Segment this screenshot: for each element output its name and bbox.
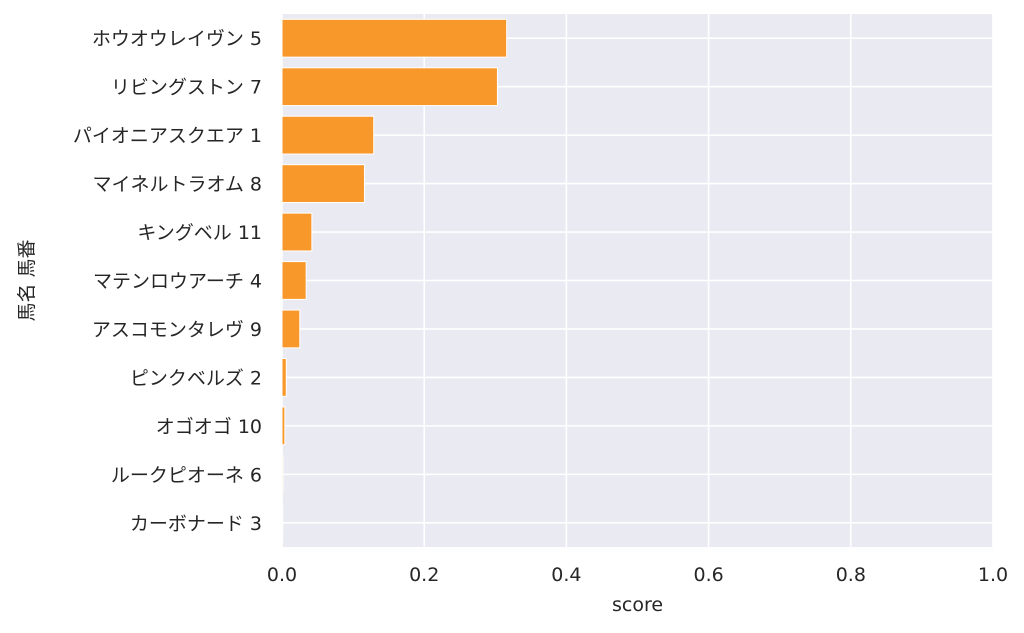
x-axis-label: score <box>612 594 663 616</box>
x-tick-label: 0.8 <box>836 564 866 586</box>
bar <box>281 261 307 300</box>
y-tick-label: マテンロウアーチ 4 <box>93 271 262 293</box>
bar <box>281 67 498 107</box>
bar <box>281 212 313 252</box>
y-tick-label: ピンクベルズ 2 <box>130 367 262 389</box>
y-tick-label: ホウオウレイヴン 5 <box>92 28 262 50</box>
y-tick-label: カーボナード 3 <box>130 513 262 535</box>
bar <box>281 18 508 58</box>
y-axis-label: 馬名 馬番 <box>16 239 38 321</box>
bar <box>281 164 365 203</box>
x-tick-label: 1.0 <box>978 564 1008 586</box>
x-tick-label: 0.0 <box>267 564 297 586</box>
bar <box>281 309 301 349</box>
y-tick-labels: ホウオウレイヴン 5 リビングストン 7 パイオニアスクエア 1 マイネルトラオム 8… <box>73 28 262 535</box>
x-tick-label: 0.4 <box>551 564 581 586</box>
y-tick-label: リビングストン 7 <box>111 77 262 99</box>
y-tick-label: ルークピオーネ 6 <box>111 464 262 486</box>
bar <box>281 503 284 543</box>
y-tick-label: オゴオゴ 10 <box>156 416 262 438</box>
bars <box>281 18 508 543</box>
bar <box>281 454 284 494</box>
y-tick-label: パイオニアスクエア 1 <box>73 125 262 147</box>
bar <box>281 115 375 155</box>
y-tick-label: マイネルトラオム 8 <box>92 174 262 196</box>
x-tick-label: 0.6 <box>693 564 723 586</box>
y-tick-label: アスコモンタレヴ 9 <box>92 319 262 341</box>
x-tick-label: 0.2 <box>409 564 439 586</box>
bar <box>281 406 286 446</box>
x-tick-labels: 0.0 0.2 0.4 0.6 0.8 1.0 <box>267 564 1008 586</box>
y-tick-label: キングベル 11 <box>137 222 262 244</box>
bar <box>281 358 287 397</box>
